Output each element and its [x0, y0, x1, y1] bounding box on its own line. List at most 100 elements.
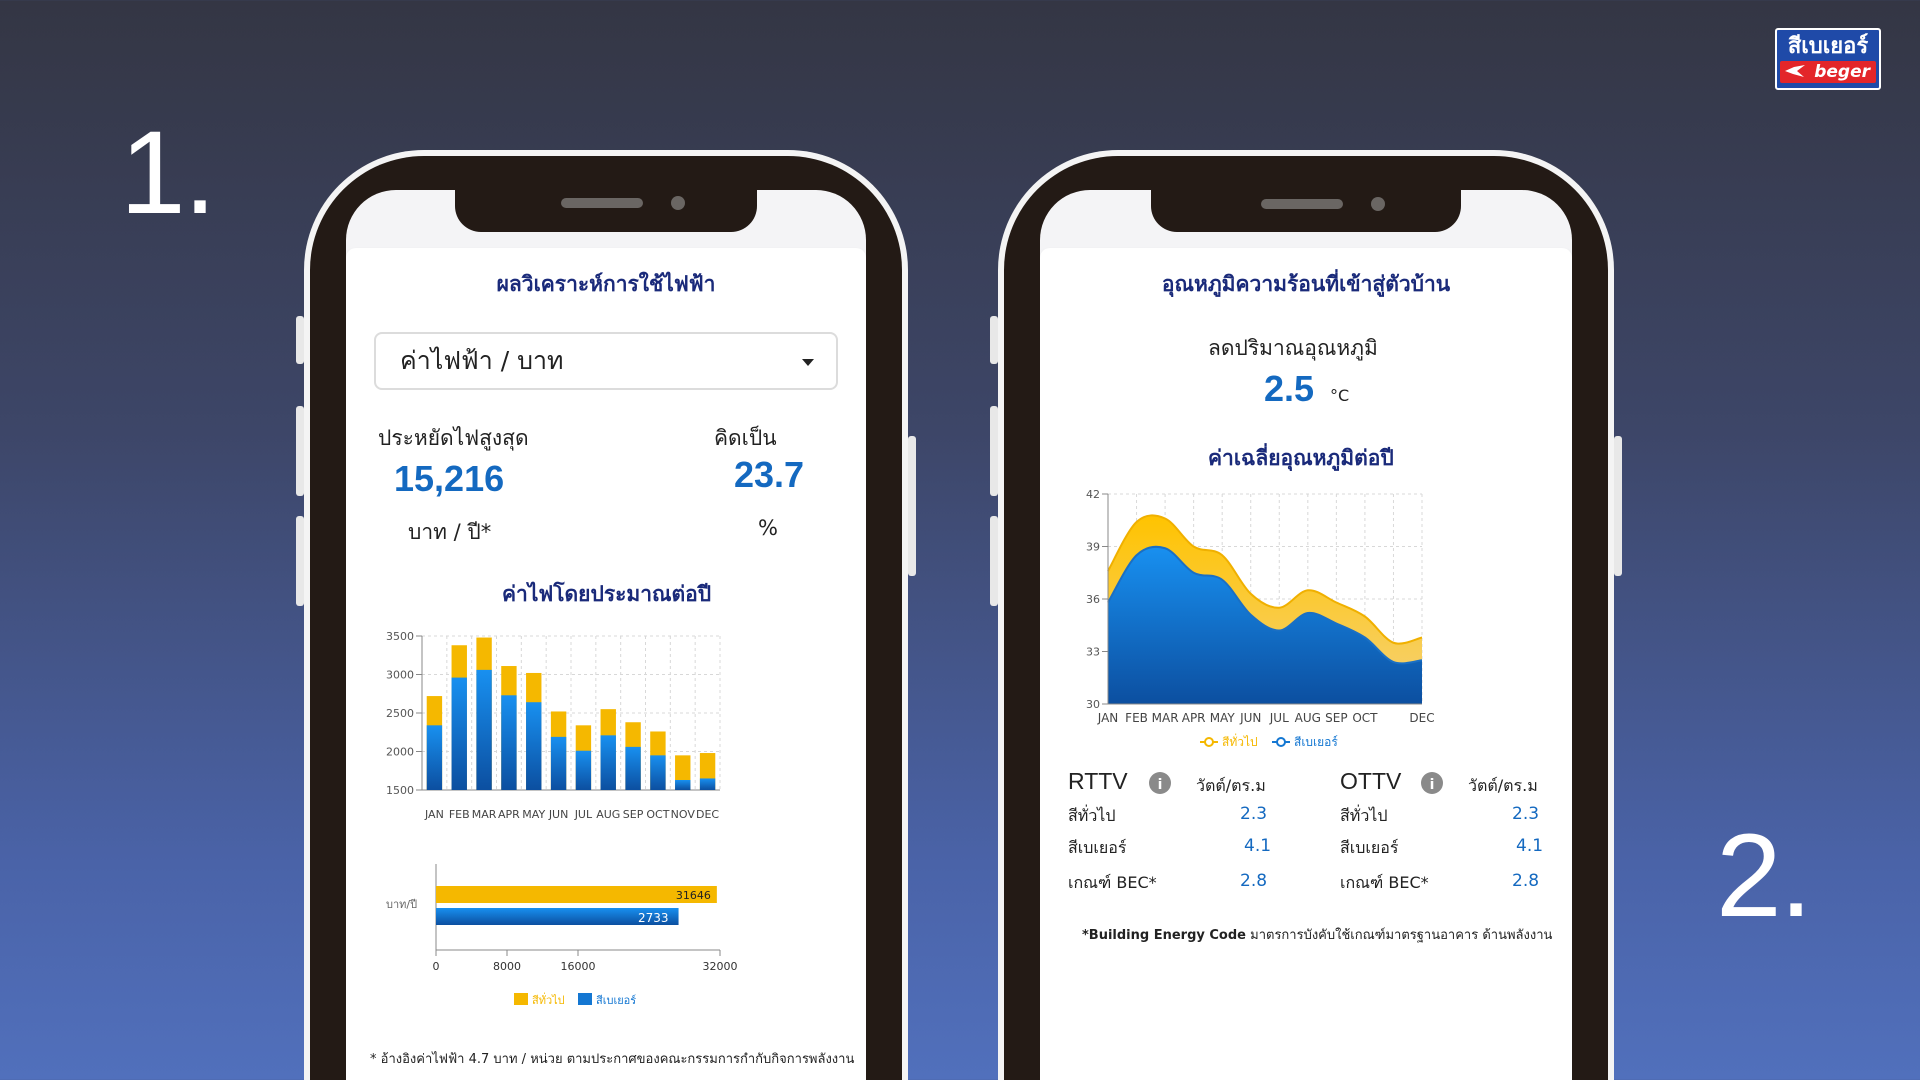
bar-beger	[426, 725, 443, 790]
ottv-row-value: 4.1	[1516, 836, 1544, 856]
unit-select[interactable]: ค่าไฟฟ้า / บาท	[374, 332, 838, 390]
phone-right: อุณหภูมิความร้อนที่เข้าสู่ตัวบ้าน ลดปริม…	[990, 150, 1622, 1080]
speaker-icon	[1261, 199, 1343, 209]
y-tick-label: 30	[1086, 698, 1100, 711]
phone-side-button	[296, 316, 304, 364]
logo-brand-strip: beger	[1780, 61, 1876, 83]
cost-footnote: * อ้างอิงค่าไฟฟ้า 4.7 บาท / หน่วย ตามประ…	[370, 1052, 855, 1067]
x-tick-label: MAR	[472, 808, 497, 821]
x-tick-label: MAY	[522, 808, 545, 821]
phone-side-button	[990, 316, 998, 364]
monthly-cost-bar-chart: 1500 2000 2500 3000 3500 JAN FEB MAR APR MAY JUN JU…	[386, 630, 721, 821]
bar-beger	[699, 778, 716, 790]
bar-beger	[650, 755, 666, 790]
x-tick-label: SEP	[623, 808, 644, 821]
bar-beger	[451, 677, 467, 790]
legend-label-general: สีทั่วไป	[532, 992, 565, 1007]
x-tick-label: 8000	[493, 960, 521, 973]
x-tick-label: MAY	[1210, 711, 1236, 725]
bar-beger	[675, 779, 691, 790]
line-beger	[1107, 545, 1423, 665]
rttv-unit: วัตต์/ตร.ม	[1196, 776, 1266, 795]
legend-label-general: สีทั่วไป	[1222, 733, 1258, 749]
x-tick-label: JUN	[548, 808, 569, 821]
yearly-cost-hbar-chart: บาท/ปี 0 8000 16000 32000 31646 2733 สีทั่วไป สี…	[386, 864, 738, 1007]
hbar-beger	[436, 908, 679, 925]
y-tick-label: 3000	[386, 669, 414, 682]
unit-select-value: ค่าไฟฟ้า / บาท	[400, 346, 564, 375]
bar-beger	[550, 736, 567, 790]
rttv-row-label: สีเบเยอร์	[1068, 838, 1127, 857]
percent-label: คิดเป็น	[714, 426, 777, 450]
x-tick-label: APR	[1182, 711, 1206, 725]
x-tick-label: AUG	[596, 808, 620, 821]
info-icon[interactable]: i	[1420, 771, 1444, 795]
x-tick-label: NOV	[671, 808, 696, 821]
bird-icon	[1785, 65, 1805, 77]
step-number-2: 2.	[1716, 810, 1812, 942]
x-tick-label: 16000	[561, 960, 596, 973]
saving-value: 15,216	[394, 458, 505, 499]
bec-footnote-bold: *Building Energy Code	[1082, 928, 1246, 943]
percent-value: 23.7	[734, 454, 805, 495]
analysis-title: ผลวิเคราะห์การใช้ไฟฟ้า	[346, 248, 866, 320]
phone-left: ผลวิเคราะห์การใช้ไฟฟ้า ค่าไฟฟ้า / บาท ปร…	[296, 150, 916, 1080]
svg-text:i: i	[1158, 777, 1163, 793]
x-tick-label: JUN	[1239, 711, 1261, 725]
beger-logo: สีเบเยอร์ beger	[1775, 28, 1881, 90]
line-general	[1107, 514, 1423, 645]
legend-label-beger: สีเบเยอร์	[1294, 735, 1338, 749]
rttv-row-label: สีทั่วไป	[1068, 806, 1116, 825]
legend-swatch-general	[514, 993, 528, 1005]
ottv-name: OTTV	[1340, 768, 1402, 794]
ottv-row-value: 2.3	[1512, 804, 1540, 824]
cost-chart-title: ค่าไฟโดยประมาณต่อปี	[502, 582, 712, 606]
logo-thai-text: สีเบเยอร์	[1787, 34, 1869, 59]
bar-beger	[526, 702, 542, 790]
x-tick-label: FEB	[449, 808, 470, 821]
temperature-area-chart: JAN FEB MAR APR MAY JUN JUL AUG SEP OCT DEC 30 33 36 3…	[1086, 488, 1435, 749]
x-tick-label: JAN	[1097, 711, 1119, 725]
legend-marker-general	[1204, 737, 1214, 747]
phone-right-screen: อุณหภูมิความร้อนที่เข้าสู่ตัวบ้าน ลดปริม…	[1040, 190, 1572, 1080]
ottv-row-label: สีทั่วไป	[1340, 806, 1388, 825]
chevron-down-icon[interactable]	[802, 359, 814, 366]
y-tick-label: 1500	[386, 784, 414, 797]
x-tick-label: DEC	[1409, 711, 1434, 725]
ottv-row-value: 2.8	[1512, 871, 1540, 891]
rttv-row-value: 2.8	[1240, 871, 1268, 891]
heat-title: อุณหภูมิความร้อนที่เข้าสู่ตัวบ้าน	[1040, 248, 1572, 320]
saving-unit: บาท / ปี*	[408, 520, 492, 544]
logo-brand-text: beger	[1814, 62, 1870, 82]
x-tick-label: DEC	[696, 808, 719, 821]
ottv-unit: วัตต์/ตร.ม	[1468, 776, 1538, 795]
bar-beger	[625, 746, 641, 790]
step-number-1: 1.	[120, 107, 216, 239]
legend-label-beger: สีเบเยอร์	[596, 994, 637, 1007]
rttv-row-label: เกณฑ์ BEC*	[1068, 873, 1157, 892]
phone-side-button	[990, 516, 998, 606]
phone-side-button	[990, 406, 998, 496]
ottv-row-label: สีเบเยอร์	[1340, 838, 1399, 857]
x-tick-label: OCT	[646, 808, 669, 821]
x-tick-label: OCT	[1352, 711, 1378, 725]
camera-icon	[1371, 197, 1385, 211]
phone-left-screen: ผลวิเคราะห์การใช้ไฟฟ้า ค่าไฟฟ้า / บาท ปร…	[346, 190, 866, 1080]
phone-side-button	[296, 516, 304, 606]
y-tick-label: 36	[1086, 593, 1100, 606]
ottv-row-label: เกณฑ์ BEC*	[1340, 873, 1429, 892]
y-tick-label: 2500	[386, 707, 414, 720]
phone-side-button	[296, 406, 304, 496]
phone-side-button	[908, 436, 916, 576]
saving-label: ประหยัดไฟสูงสุด	[378, 426, 529, 450]
camera-icon	[671, 196, 685, 210]
info-icon[interactable]: i	[1148, 771, 1172, 795]
x-tick-label: JAN	[424, 808, 444, 821]
area-beger	[1108, 546, 1422, 704]
x-tick-label: FEB	[1125, 711, 1148, 725]
heat-card: ลดปริมาณอุณหภูมิ 2.5 °C ค่าเฉลี่ยอุณหภูม…	[1040, 320, 1572, 1080]
y-tick-label: 39	[1086, 541, 1100, 554]
bar-beger	[600, 735, 616, 790]
rttv-name: RTTV	[1068, 768, 1128, 794]
x-tick-label: AUG	[1295, 711, 1321, 725]
